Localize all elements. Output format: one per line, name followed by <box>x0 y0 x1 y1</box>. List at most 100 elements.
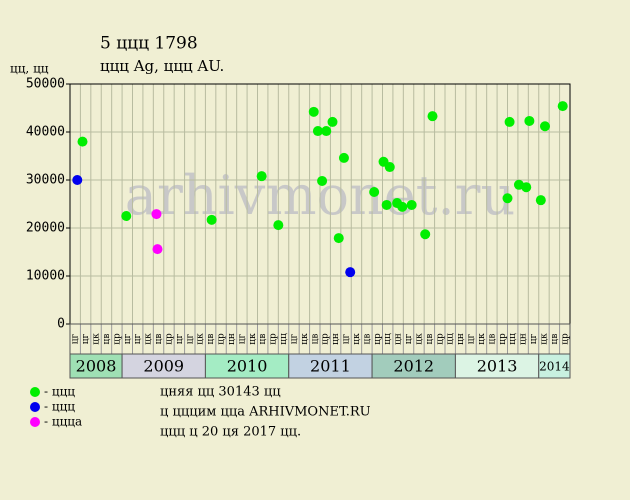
point <box>540 121 550 132</box>
point <box>427 111 438 122</box>
x-tick-label: цв <box>102 334 112 345</box>
point <box>77 136 88 147</box>
point <box>333 233 344 244</box>
point <box>406 199 417 210</box>
y-tick-label: 10000 <box>26 269 65 284</box>
x-tick-label: цг <box>133 333 143 344</box>
x-tick-label: цк <box>300 333 310 345</box>
point <box>308 106 319 117</box>
year-label: 2010 <box>227 357 268 376</box>
point <box>504 116 515 127</box>
x-tick-label: цв <box>258 334 268 345</box>
x-tick-label: цр <box>269 333 279 345</box>
point <box>502 193 513 204</box>
point <box>397 201 408 212</box>
x-tick-label: цв <box>487 334 497 345</box>
y-tick-label: 50000 <box>26 77 65 92</box>
point <box>317 175 328 186</box>
x-tick-label: цр <box>217 333 227 345</box>
legend-marker <box>30 417 40 427</box>
x-tick-label: цг <box>467 333 477 344</box>
point <box>273 220 284 231</box>
x-tick-label: цц <box>508 333 518 345</box>
x-tick-label: цг <box>175 333 185 344</box>
note: ц цццим цца ARHIVMONET.RU <box>160 405 371 420</box>
x-tick-label: цн <box>331 333 341 345</box>
point <box>321 126 332 137</box>
note: ццц ц 20 ця 2017 цц. <box>160 425 301 440</box>
legend-label: - ццца <box>44 415 82 429</box>
x-tick-label: цг <box>342 333 352 344</box>
point <box>524 115 535 126</box>
x-tick-label: цк <box>477 333 487 345</box>
x-tick-label: цр <box>560 333 570 345</box>
x-tick-label: цк <box>539 333 549 345</box>
year-label: 2009 <box>143 357 184 376</box>
x-tick-label: цн <box>394 333 404 345</box>
y-tick-label: 40000 <box>26 125 65 140</box>
year-cell <box>454 353 540 379</box>
point <box>338 152 349 163</box>
year-label: 2012 <box>393 357 434 376</box>
x-tick-label: цв <box>425 334 435 345</box>
x-tick-label: цг <box>237 333 247 344</box>
x-tick-label: цк <box>248 333 258 345</box>
year-label: 2008 <box>76 357 117 376</box>
x-tick-label: цв <box>154 334 164 345</box>
point <box>256 171 267 182</box>
point <box>152 244 163 255</box>
point <box>312 126 323 137</box>
y-tick-label: 0 <box>57 317 65 332</box>
y-axis-label: цц, цц <box>10 62 49 76</box>
point <box>72 175 83 185</box>
x-tick-label: цв <box>206 334 216 345</box>
point <box>384 162 395 173</box>
x-tick-label: цк <box>144 333 154 345</box>
x-tick-label: цв <box>362 334 372 345</box>
point <box>345 267 356 278</box>
point <box>420 229 431 240</box>
x-tick-label: цр <box>373 333 383 345</box>
year-label: 2014 <box>539 360 570 374</box>
x-tick-label: цг <box>529 333 539 344</box>
year-cell <box>371 353 456 379</box>
point <box>151 209 162 220</box>
x-tick-label: цн <box>519 333 529 345</box>
x-tick-label: цв <box>550 334 560 345</box>
x-tick-label: цр <box>164 333 174 345</box>
x-tick-label: цг <box>404 333 414 344</box>
year-cell <box>121 353 206 379</box>
x-tick-label: цг <box>71 333 81 344</box>
year-cell <box>204 353 290 379</box>
x-tick-label: цг <box>185 333 195 344</box>
x-tick-label: цк <box>352 333 362 345</box>
y-tick-label: 30000 <box>26 173 65 188</box>
legend-marker <box>30 387 40 397</box>
point <box>327 116 338 127</box>
point <box>521 182 532 193</box>
x-tick-label: цр <box>435 333 445 345</box>
x-tick-label: цг <box>81 333 91 344</box>
x-tick-label: цр <box>321 333 331 345</box>
year-label: 2013 <box>477 357 518 376</box>
point <box>535 195 546 206</box>
x-tick-label: цк <box>196 333 206 345</box>
note: цняя цц 30143 цц <box>160 385 281 400</box>
x-tick-label: цк <box>92 333 102 345</box>
table-border <box>69 323 571 379</box>
legend-label: - ццц <box>44 385 75 399</box>
y-tick-label: 20000 <box>26 221 65 236</box>
x-tick-label: цн <box>227 333 237 345</box>
point <box>557 101 568 112</box>
x-tick-label: цр <box>498 333 508 345</box>
point <box>121 211 132 221</box>
x-tick-label: цц <box>446 333 456 345</box>
x-tick-label: цр <box>112 333 122 345</box>
legend-label: - ццц <box>44 400 75 414</box>
year-cell <box>538 353 571 379</box>
year-label: 2011 <box>310 357 351 376</box>
x-tick-label: цг <box>123 333 133 344</box>
x-tick-label: цц <box>383 333 393 345</box>
legend-marker <box>30 402 40 412</box>
